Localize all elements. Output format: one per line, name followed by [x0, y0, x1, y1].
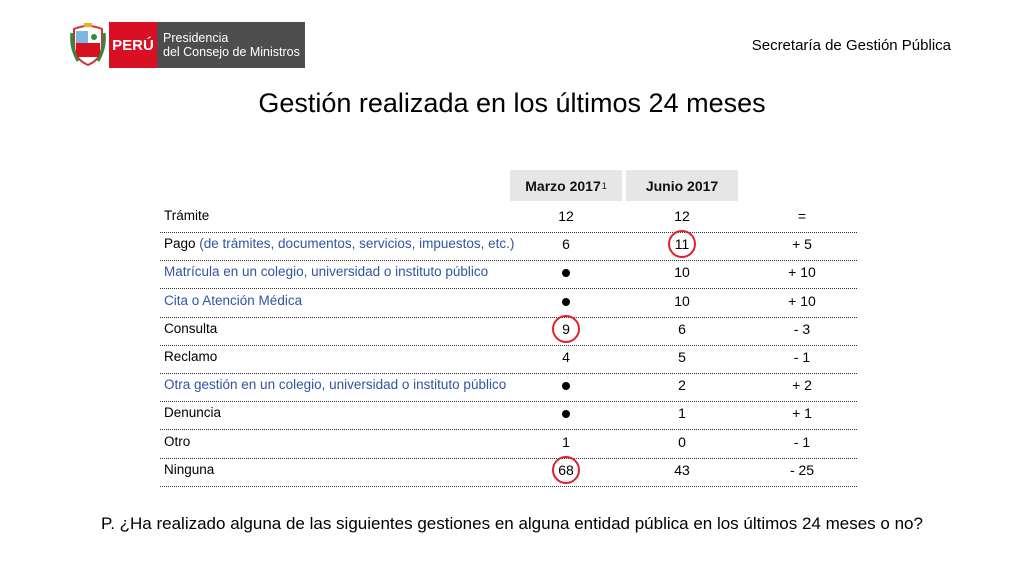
value-junio: 43 — [674, 461, 690, 478]
value-difference: - 25 — [789, 461, 815, 478]
footnote-mark: 1 — [601, 180, 607, 191]
table-row: Pago (de trámites, documentos, servicios… — [160, 230, 857, 262]
row-label: Denuncia — [164, 405, 221, 420]
column-header-marzo: Marzo 2017 1 — [510, 170, 622, 201]
row-label-main: Ninguna — [164, 461, 215, 477]
highlight-circle-icon — [552, 314, 580, 343]
row-label: Consulta — [164, 321, 217, 336]
no-data-bullet-icon — [562, 410, 570, 419]
row-label: Ninguna — [164, 462, 214, 477]
column-header-junio: Junio 2017 — [626, 170, 738, 201]
column-header-marzo-label: Marzo 2017 — [525, 177, 601, 194]
value-marzo — [536, 293, 596, 309]
value-difference: - 1 — [793, 433, 811, 450]
row-label-main: Denuncia — [164, 405, 222, 421]
row-label: Pago (de trámites, documentos, servicios… — [164, 236, 514, 251]
row-label: Cita o Atención Médica — [164, 293, 302, 308]
no-data-bullet-icon — [562, 297, 570, 306]
highlight-circle-icon — [668, 230, 696, 259]
org-name: Secretaría de Gestión Pública — [751, 37, 951, 54]
value-difference: + 5 — [792, 236, 812, 253]
value-marzo — [536, 405, 596, 421]
value-junio: 10 — [674, 264, 690, 281]
row-label-main: Reclamo — [164, 349, 218, 364]
peru-logo-block: PERÚ — [109, 22, 157, 68]
no-data-bullet-icon — [562, 382, 570, 391]
table-row: Matrícula en un colegio, universidad o i… — [160, 260, 857, 290]
value-difference: - 3 — [793, 320, 811, 337]
row-label: Otro — [164, 434, 190, 449]
value-junio: 5 — [678, 349, 686, 365]
row-label-detail: Matrícula en un colegio, universidad o i… — [164, 264, 489, 280]
row-label-detail: Cita o Atención Médica — [164, 292, 303, 308]
value-junio: 0 — [678, 433, 686, 450]
value-marzo: 1 — [562, 433, 570, 450]
row-label: Reclamo — [164, 349, 217, 364]
table-row: Reclamo 4 5 - 1 — [160, 345, 857, 374]
value-junio: 1 — [678, 405, 686, 422]
value-junio: 2 — [678, 377, 686, 394]
table-row: Denuncia 1 + 1 — [160, 401, 857, 431]
row-label-main: Trámite — [164, 208, 210, 223]
no-data-bullet-icon — [562, 269, 570, 278]
value-marzo: 6 — [562, 236, 570, 253]
pcm-logo-text: Presidencia del Consejo de Ministros — [157, 22, 305, 68]
row-label: Otra gestión en un colegio, universidad … — [164, 377, 506, 392]
pcm-logo: PERÚ Presidencia del Consejo de Ministro… — [69, 22, 305, 68]
table-row: Ninguna 68 43- 25 — [160, 455, 857, 487]
pcm-logo-line2: del Consejo de Ministros — [163, 45, 300, 59]
row-label: Trámite — [164, 208, 209, 223]
table-row: Trámite 12 12 = — [160, 204, 857, 233]
row-label-detail: (de trámites, documentos, servicios, imp… — [195, 236, 515, 252]
value-difference: - 1 — [793, 349, 811, 365]
table-row: Cita o Atención Médica 10 + 10 — [160, 289, 857, 318]
value-junio: 10 — [674, 292, 690, 309]
row-label-main: Pago — [164, 236, 196, 252]
value-difference: + 10 — [788, 264, 816, 281]
value-difference: + 2 — [792, 377, 812, 394]
coat-of-arms-icon — [69, 22, 107, 68]
table-row: Otro 1 0 - 1 — [160, 430, 857, 459]
row-label-main: Consulta — [164, 320, 218, 336]
slide-title: Gestión realizada en los últimos 24 mese… — [258, 88, 766, 118]
row-label-detail: Otra gestión en un colegio, universidad … — [164, 377, 507, 393]
row-label-main: Otro — [164, 433, 191, 449]
value-marzo: 12 — [558, 208, 574, 224]
row-label: Matrícula en un colegio, universidad o i… — [164, 264, 488, 279]
value-marzo: 4 — [562, 349, 570, 365]
value-marzo — [536, 264, 596, 280]
value-difference: + 1 — [792, 405, 812, 422]
value-marzo — [536, 377, 596, 393]
survey-question: P. ¿Ha realizado alguna de las siguiente… — [101, 514, 923, 533]
value-junio: 12 — [674, 208, 690, 224]
value-junio: 6 — [678, 320, 686, 337]
highlight-circle-icon — [552, 455, 580, 484]
value-difference: = — [797, 208, 807, 224]
table-row: Otra gestión en un colegio, universidad … — [160, 373, 857, 403]
table-row: Consulta 9 6- 3 — [160, 314, 857, 346]
pcm-logo-line1: Presidencia — [163, 31, 229, 45]
value-difference: + 10 — [788, 292, 816, 309]
column-header-junio-label: Junio 2017 — [645, 177, 719, 194]
